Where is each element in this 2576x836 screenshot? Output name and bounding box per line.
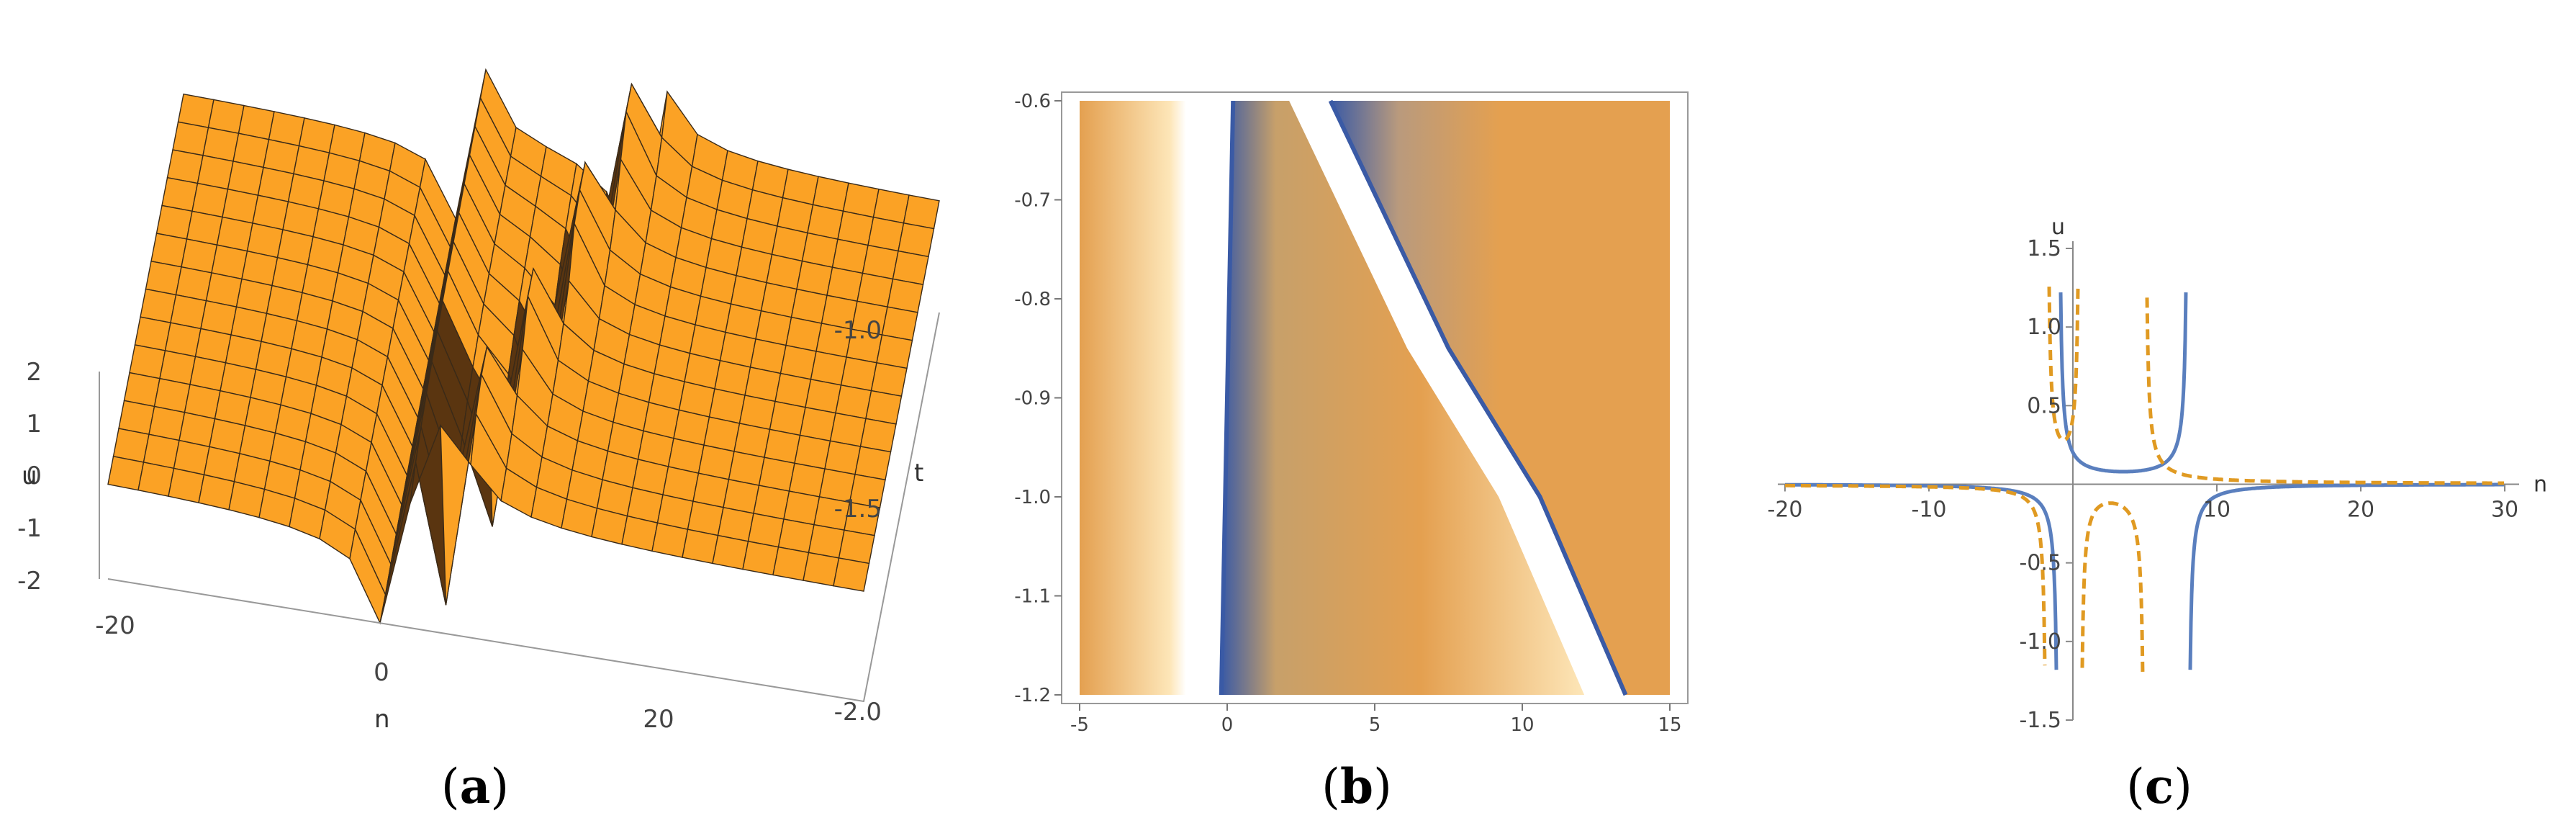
surface-mesh xyxy=(107,68,940,625)
surface-cell xyxy=(854,446,892,481)
y-tick: 0.5 xyxy=(2027,393,2061,418)
surface-cell xyxy=(838,529,875,565)
surface-cell xyxy=(742,540,779,576)
surface-cell xyxy=(621,515,659,552)
panel-a-x-ticks: -20 0 20 n xyxy=(95,611,674,734)
surface-cell xyxy=(712,534,749,570)
caption-open: ( xyxy=(2126,759,2145,814)
y-tick: 1.0 xyxy=(2027,315,2061,340)
surface-cell xyxy=(859,418,897,453)
caption-letter: c xyxy=(2145,758,2174,814)
x-axis-label: n xyxy=(374,705,390,734)
x-tick: -5 xyxy=(1070,714,1089,736)
y-tick: -1.0 xyxy=(1014,487,1051,508)
x-tick: 10 xyxy=(2203,498,2231,523)
surface-cell xyxy=(168,467,205,504)
middle-region xyxy=(1221,101,1585,695)
panel-a-surface-plot: 2 1 0 -1 -2 u -20 0 20 n -1.0 -1.5 -2.0 … xyxy=(17,68,940,814)
y-tick: -1.1 xyxy=(1014,586,1051,608)
z-tick: -1 xyxy=(17,514,42,543)
y-tick: -0.5 xyxy=(2019,551,2061,576)
z-tick: -2 xyxy=(17,567,42,595)
y-tick: -2.0 xyxy=(834,698,882,727)
x-tick: 0 xyxy=(1221,714,1234,736)
y-tick: -1.5 xyxy=(2019,708,2061,733)
caption-close: ) xyxy=(490,759,509,814)
singular-edge xyxy=(1328,99,1628,696)
y-axis-label: t xyxy=(914,459,923,487)
panel-b-ticks: -5 0 5 10 15 -0.6 -0.7 -0.8 -0.9 -1.0 -1… xyxy=(1014,91,1681,736)
caption-open: ( xyxy=(441,759,460,814)
surface-cell xyxy=(651,522,689,558)
line-plot-area xyxy=(1778,241,2519,721)
caption-c: (c) xyxy=(2126,758,2192,814)
z-tick: 0 xyxy=(26,462,42,490)
panel-a-z-ticks: 2 1 0 -1 -2 u xyxy=(17,358,42,595)
caption-letter: b xyxy=(1340,758,1373,814)
surface-cell xyxy=(833,557,870,592)
z-axis-label: u xyxy=(22,462,37,490)
surface-cell xyxy=(772,546,810,581)
y-tick: -1.0 xyxy=(834,316,882,345)
surface-cell xyxy=(137,462,175,498)
panel-a-y-ticks: -1.0 -1.5 -2.0 t xyxy=(834,316,924,727)
x-tick: 0 xyxy=(374,658,389,687)
x-tick: 10 xyxy=(1510,714,1534,736)
caption-letter: a xyxy=(460,758,491,814)
x-tick: 20 xyxy=(2347,498,2374,523)
x-tick: -20 xyxy=(1768,498,1803,523)
caption-close: ) xyxy=(2174,759,2192,814)
caption-open: ( xyxy=(1321,759,1340,814)
panel-b-density-plot: -5 0 5 10 15 -0.6 -0.7 -0.8 -0.9 -1.0 -1… xyxy=(1014,91,1689,814)
x-tick: 30 xyxy=(2491,498,2518,523)
x-tick: 5 xyxy=(1369,714,1381,736)
left-region xyxy=(1080,101,1186,695)
x-tick: -20 xyxy=(95,611,135,640)
panel-c-line-plot: -20 -10 10 20 30 1.5 1.0 0.5 -0.5 -1.0 -… xyxy=(1768,215,2548,814)
panel-c-ticks: -20 -10 10 20 30 1.5 1.0 0.5 -0.5 -1.0 -… xyxy=(1768,215,2548,733)
y-tick: -1.2 xyxy=(1014,685,1051,706)
series-dashed xyxy=(1785,287,2504,675)
x-tick: 20 xyxy=(643,705,674,734)
caption-close: ) xyxy=(1373,759,1392,814)
y-tick: -1.5 xyxy=(834,495,882,523)
y-tick: -0.9 xyxy=(1014,388,1051,410)
singular-edge xyxy=(1219,100,1236,696)
y-tick: -1.0 xyxy=(2019,629,2061,655)
z-tick: 1 xyxy=(26,410,42,439)
z-tick: 2 xyxy=(26,358,42,387)
surface-cell xyxy=(198,474,235,511)
caption-a: (a) xyxy=(441,758,509,814)
caption-b: (b) xyxy=(1321,758,1392,814)
x-tick: 15 xyxy=(1658,714,1681,736)
x-tick: -10 xyxy=(1912,498,1947,523)
density-field xyxy=(1054,91,1689,711)
y-tick: 1.5 xyxy=(2027,236,2061,261)
y-tick: -0.6 xyxy=(1014,91,1051,112)
surface-cell xyxy=(682,529,719,565)
surface-cell xyxy=(803,552,840,587)
right-region xyxy=(1330,101,1670,695)
y-tick: -0.8 xyxy=(1014,289,1051,310)
box-edge xyxy=(107,312,940,703)
surface-cell xyxy=(107,455,145,491)
x-axis-label: n xyxy=(2534,472,2547,498)
y-axis-label: u xyxy=(2051,215,2065,240)
panel-a-axes xyxy=(99,312,940,703)
y-tick: -0.7 xyxy=(1014,190,1051,212)
